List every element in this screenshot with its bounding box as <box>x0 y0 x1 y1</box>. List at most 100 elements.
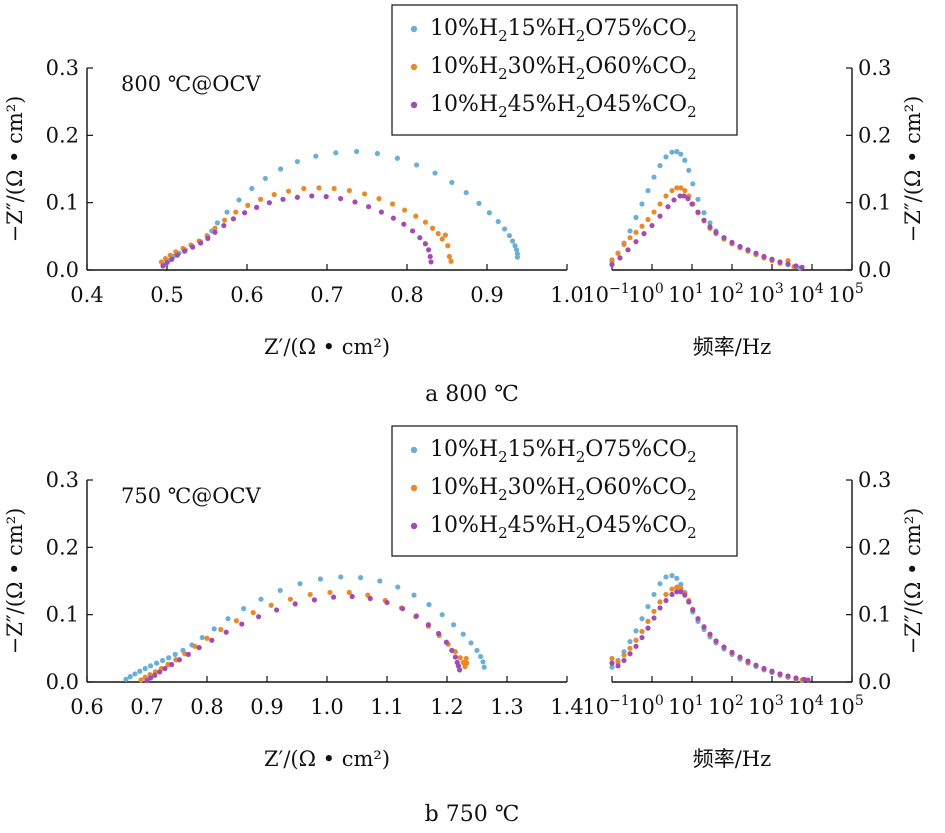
nyquist-point <box>443 639 449 645</box>
bode-point <box>665 204 671 210</box>
nyquist-point <box>162 255 168 262</box>
legend-label: 10%H245%H2O45%CO2 <box>430 92 697 121</box>
tick-base: 10 <box>748 283 775 307</box>
nyquist-y-tick-label: 0.0 <box>46 258 79 282</box>
bode-point <box>695 196 701 202</box>
bode-point <box>641 231 647 237</box>
legend-subscript: 2 <box>576 448 586 466</box>
bode-point <box>793 675 799 681</box>
nyquist-x-tick-label: 1.4 <box>550 695 583 719</box>
nyquist-point <box>395 584 401 590</box>
legend-frame <box>391 4 738 136</box>
nyquist-point <box>439 236 445 242</box>
nyquist-point <box>338 574 344 580</box>
bode-x-axis-label: 频率/Hz <box>693 335 771 359</box>
nyquist-point <box>173 657 179 663</box>
nyquist-point <box>160 657 166 664</box>
bode-point <box>627 639 633 645</box>
bode-point <box>633 643 639 649</box>
bode-point <box>674 589 680 595</box>
nyquist-point <box>172 651 178 657</box>
bode-point <box>785 673 791 679</box>
tick-exponent: 2 <box>735 693 744 709</box>
nyquist-point <box>196 645 202 651</box>
nyquist-point <box>148 663 154 669</box>
nyquist-y-tick-label: 0.3 <box>46 468 79 492</box>
bode-point <box>657 605 663 611</box>
nyquist-point <box>354 148 360 155</box>
condition-label: 750 ℃@OCV <box>121 484 262 508</box>
nyquist-x-tick-label: 0.9 <box>470 283 503 307</box>
bode-x-tick-label: 104 <box>788 693 824 719</box>
nyquist-point <box>266 200 272 206</box>
nyquist-point <box>478 653 484 660</box>
bode-point <box>674 185 680 191</box>
nyquist-point <box>209 637 215 643</box>
nyquist-point <box>349 593 355 600</box>
nyquist-x-tick-label: 1.1 <box>370 695 403 719</box>
bode-point <box>713 638 719 644</box>
nyquist-point <box>495 218 501 225</box>
tick-base: 10 <box>582 695 609 719</box>
bode-point <box>615 659 621 665</box>
nyquist-point <box>512 243 518 249</box>
legend-text-part: O60%CO <box>585 475 687 500</box>
legend-text-part: 45%H <box>508 92 576 117</box>
nyquist-point <box>254 204 260 210</box>
bode-x-tick-label: 101 <box>668 693 704 719</box>
y-axis-label-right: −Z″/(Ω • cm²) <box>901 96 925 243</box>
nyquist-point <box>410 228 416 234</box>
nyquist-x-tick-label: 0.8 <box>390 283 423 307</box>
nyquist-point <box>394 155 400 161</box>
bode-y-tick-label: 0.0 <box>858 670 891 694</box>
nyquist-point <box>449 179 455 186</box>
nyquist-point <box>164 259 170 266</box>
nyquist-point <box>242 210 248 216</box>
bode-point <box>621 241 627 248</box>
nyquist-point <box>157 669 163 675</box>
nyquist-point <box>460 631 466 637</box>
nyquist-point <box>162 665 168 672</box>
nyquist-point <box>262 175 268 182</box>
bode-point <box>777 259 783 265</box>
bode-x-tick-label: 100 <box>628 693 664 719</box>
bode-point <box>690 607 696 613</box>
legend: 10%H215%H2O75%CO210%H230%H2O60%CO210%H24… <box>391 4 738 136</box>
nyquist-y-tick-label: 0.1 <box>46 603 79 627</box>
nyquist-point <box>390 215 396 221</box>
nyquist-point <box>154 660 160 666</box>
bode-point <box>769 256 775 262</box>
tick-exponent: 4 <box>815 693 824 709</box>
bode-point <box>678 185 684 191</box>
legend-text-part: 10%H <box>430 437 498 462</box>
bode-point <box>761 253 767 260</box>
legend-text-part: O45%CO <box>585 513 687 538</box>
bode-point <box>663 591 669 598</box>
nyquist-point <box>245 202 251 208</box>
nyquist-point <box>301 185 307 192</box>
nyquist-x-tick-label: 1.2 <box>430 695 463 719</box>
bode-point <box>657 581 663 587</box>
legend-subscript: 2 <box>687 27 697 45</box>
bode-point <box>663 597 669 604</box>
legend-text-part: 45%H <box>508 513 576 538</box>
bode-point <box>671 197 677 203</box>
legend-subscript: 2 <box>576 103 586 121</box>
nyquist-y-tick-label: 0.1 <box>46 191 79 215</box>
bode-point <box>669 591 675 598</box>
nyquist-point <box>514 254 521 260</box>
bode-point <box>645 618 651 625</box>
bode-point <box>615 663 621 669</box>
legend-text-part: 10%H <box>430 54 498 79</box>
nyquist-point <box>169 256 175 262</box>
nyquist-point <box>182 248 188 254</box>
nyquist-point <box>222 217 228 223</box>
nyquist-point <box>192 643 198 649</box>
legend-subscript: 2 <box>576 65 586 83</box>
tick-exponent: 0 <box>655 693 664 709</box>
nyquist-x-tick-label: 0.7 <box>130 695 163 719</box>
bode-point <box>657 599 663 605</box>
nyquist-point <box>449 647 455 653</box>
tick-base: 10 <box>788 283 815 307</box>
